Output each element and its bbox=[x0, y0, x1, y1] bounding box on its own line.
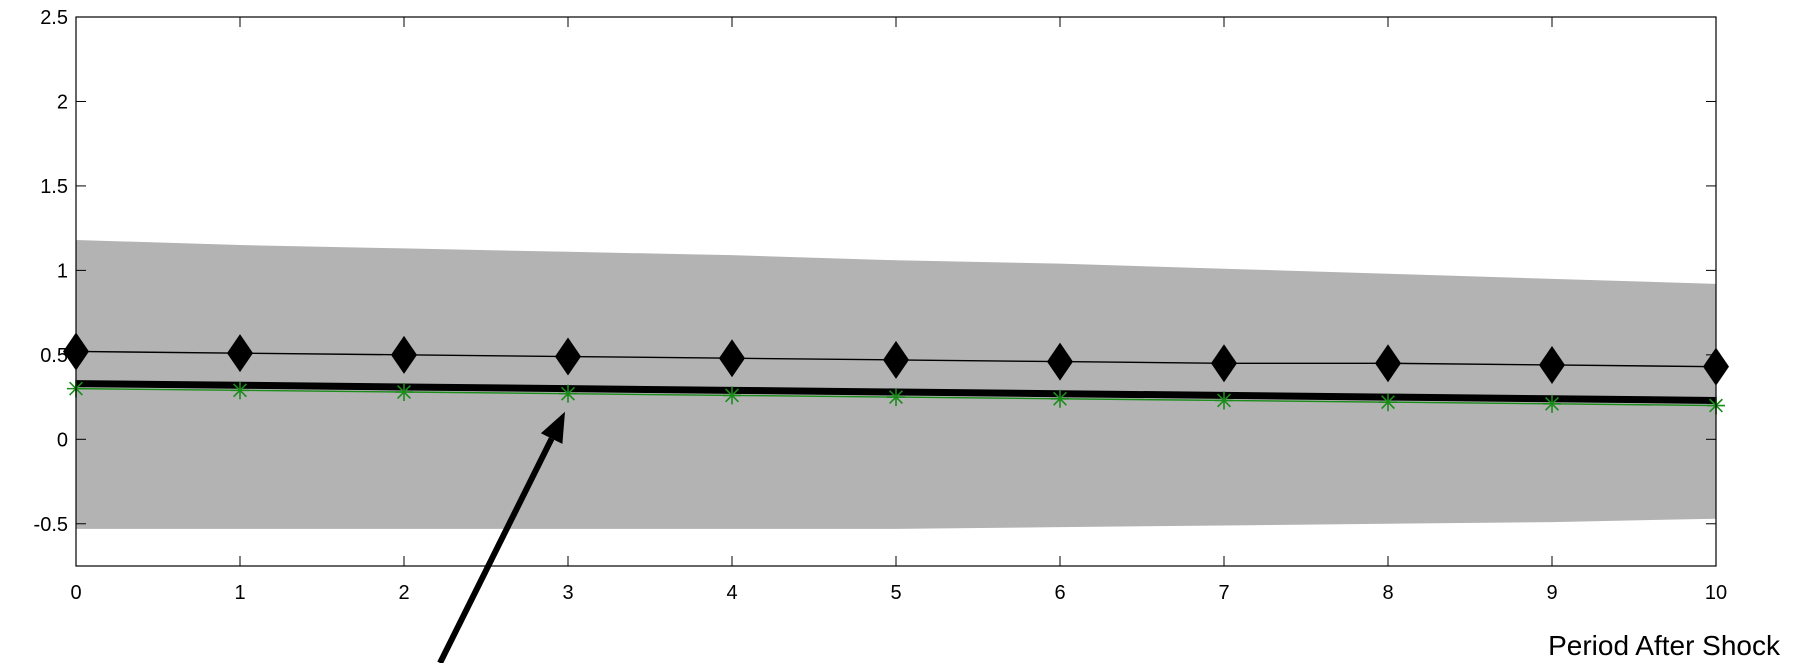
series-1-point-8 bbox=[1375, 344, 1401, 383]
series-2-point-4-stroke-3 bbox=[725, 388, 739, 403]
x-tick-label-1: 1 bbox=[234, 582, 245, 604]
confidence-band bbox=[76, 239, 1716, 529]
series-2-point-4 bbox=[723, 386, 741, 405]
y-tick-label-0: -0.5 bbox=[34, 514, 68, 536]
x-tick-label-6: 6 bbox=[1054, 582, 1065, 604]
x-tick-label-2: 2 bbox=[398, 582, 409, 604]
series-2-point-1 bbox=[231, 381, 249, 400]
series-2-point-2-stroke-3 bbox=[397, 385, 411, 399]
series-1-point-6 bbox=[1047, 342, 1073, 381]
x-tick-label-8: 8 bbox=[1382, 582, 1393, 604]
annotation-arrow-shaft bbox=[437, 437, 555, 663]
y-tick-label-5: 2 bbox=[57, 91, 68, 113]
y-tick-label-1: 0 bbox=[57, 429, 68, 451]
x-tick-label-4: 4 bbox=[726, 582, 737, 604]
confidence-band-layer bbox=[76, 239, 1716, 529]
x-tick-label-3: 3 bbox=[562, 582, 573, 604]
series-2-point-9-stroke-3 bbox=[1545, 396, 1559, 411]
y-tick-label-6: 2.5 bbox=[40, 7, 68, 29]
series-2-point-7-stroke-3 bbox=[1217, 393, 1231, 408]
series-1-point-2 bbox=[391, 335, 417, 374]
series-2-point-6 bbox=[1051, 389, 1069, 408]
ticks-layer: 0 1 2 3 4 5 6 7 8 9 10 -0.5 0 0.5 1 1.5 2 2.5 bbox=[34, 7, 1728, 604]
annotation-layer bbox=[437, 411, 565, 663]
y-tick-label-2: 0.5 bbox=[40, 345, 68, 367]
x-tick-label-9: 9 bbox=[1546, 582, 1557, 604]
series-1-point-3 bbox=[555, 337, 581, 376]
series-1-point-1 bbox=[227, 334, 253, 373]
series-2-point-3 bbox=[559, 384, 577, 403]
series-2-point-1-stroke-3 bbox=[233, 383, 247, 398]
x-tick-label-0: 0 bbox=[70, 582, 81, 604]
series-2-point-7 bbox=[1215, 391, 1233, 410]
series-2-point-8 bbox=[1379, 393, 1397, 412]
series-1-point-7 bbox=[1211, 344, 1237, 383]
y-tick-label-3: 1 bbox=[57, 260, 68, 282]
annotation-arrow-head bbox=[540, 411, 565, 444]
series-1-point-5 bbox=[883, 340, 909, 379]
series-1-point-4 bbox=[719, 339, 745, 378]
x-tick-label-7: 7 bbox=[1218, 582, 1229, 604]
series-1-point-9 bbox=[1539, 345, 1565, 384]
series-2-point-3-stroke-3 bbox=[561, 386, 575, 401]
x-tick-label-10: 10 bbox=[1705, 582, 1727, 604]
x-axis-label: Period After Shock bbox=[1548, 630, 1781, 661]
series-layer bbox=[63, 332, 1729, 415]
series-2-point-9 bbox=[1543, 394, 1561, 413]
series-2-point-8-stroke-3 bbox=[1381, 395, 1395, 410]
series-2-point-2 bbox=[395, 383, 413, 402]
series-2-point-5 bbox=[887, 388, 905, 407]
series-2-point-5-stroke-3 bbox=[889, 390, 903, 405]
series-2-point-6-stroke-3 bbox=[1053, 391, 1067, 406]
x-tick-label-5: 5 bbox=[890, 582, 901, 604]
y-tick-label-4: 1.5 bbox=[40, 176, 68, 198]
